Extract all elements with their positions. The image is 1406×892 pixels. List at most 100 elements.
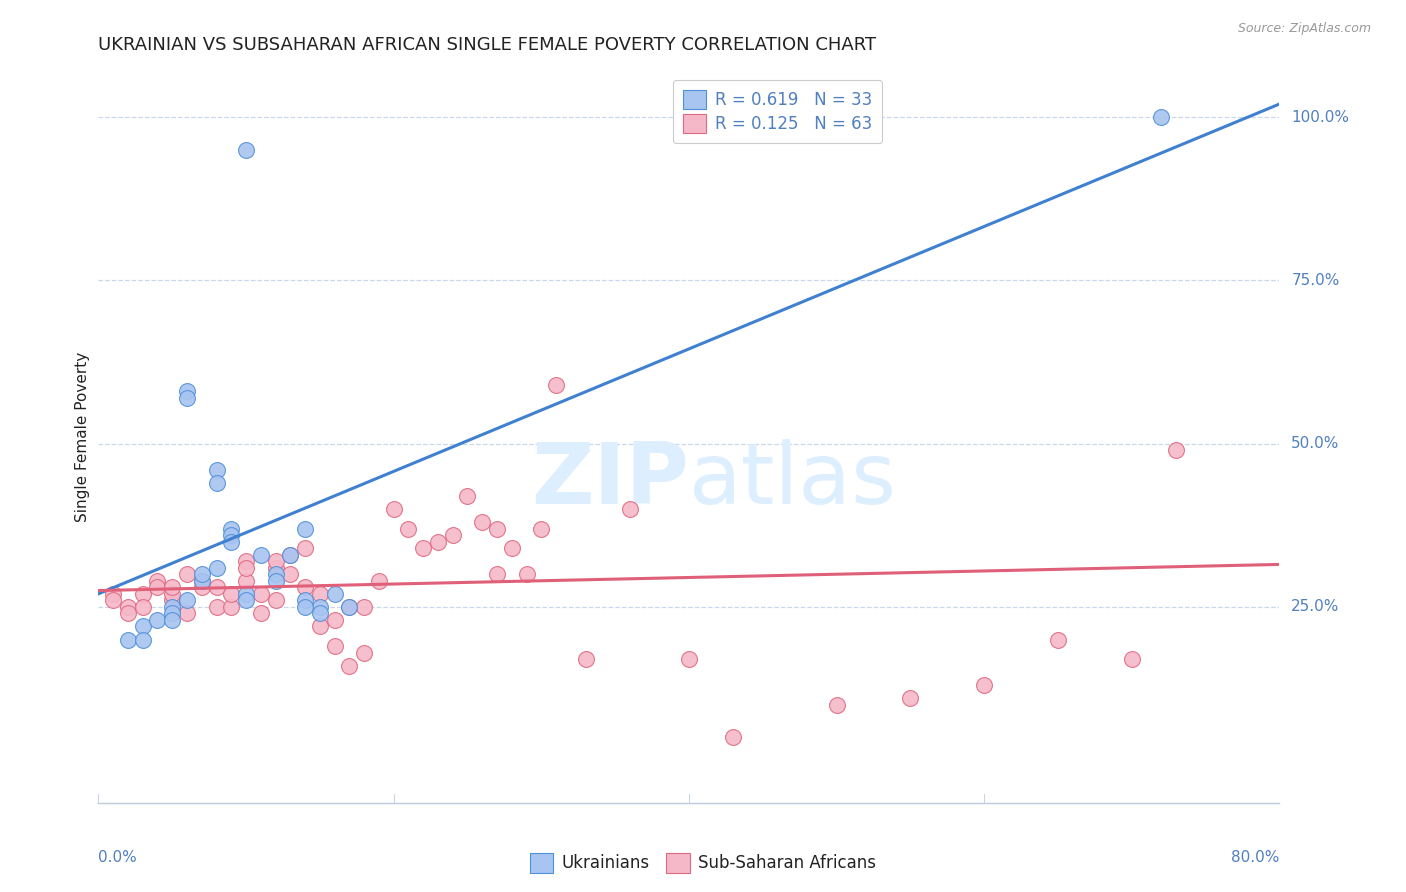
Point [1150, 110, 1173, 124]
Point [973, 678, 995, 692]
Point [619, 502, 641, 516]
Point [264, 574, 287, 588]
Point [309, 587, 332, 601]
Point [235, 560, 257, 574]
Point [337, 599, 360, 614]
Text: 0.0%: 0.0% [98, 850, 138, 865]
Point [1164, 443, 1187, 458]
Point [486, 567, 509, 582]
Point [456, 489, 478, 503]
Legend: Ukrainians, Sub-Saharan Africans: Ukrainians, Sub-Saharan Africans [523, 847, 883, 880]
Point [219, 534, 242, 549]
Point [264, 567, 287, 582]
Point [235, 587, 257, 601]
Point [264, 560, 287, 574]
Point [132, 632, 155, 647]
Text: 100.0%: 100.0% [1291, 110, 1350, 125]
Point [309, 599, 332, 614]
Point [264, 554, 287, 568]
Point [530, 521, 553, 535]
Point [132, 587, 155, 601]
Point [368, 574, 391, 588]
Text: Source: ZipAtlas.com: Source: ZipAtlas.com [1237, 22, 1371, 36]
Point [825, 698, 848, 712]
Point [278, 567, 302, 582]
Point [205, 599, 228, 614]
Point [103, 593, 125, 607]
Point [721, 731, 744, 745]
Point [427, 534, 450, 549]
Point [146, 574, 169, 588]
Point [132, 619, 155, 633]
Point [176, 391, 198, 405]
Point [294, 580, 316, 594]
Point [132, 599, 155, 614]
Point [176, 384, 198, 399]
Point [337, 599, 360, 614]
Point [146, 613, 169, 627]
Point [117, 599, 139, 614]
Point [323, 613, 346, 627]
Point [162, 613, 183, 627]
Point [1121, 652, 1143, 666]
Point [544, 377, 567, 392]
Point [396, 521, 419, 535]
Point [900, 691, 922, 706]
Point [219, 587, 242, 601]
Point [678, 652, 700, 666]
Point [235, 593, 257, 607]
Point [162, 580, 183, 594]
Point [353, 599, 375, 614]
Point [278, 548, 302, 562]
Text: 80.0%: 80.0% [1232, 850, 1279, 865]
Point [264, 593, 287, 607]
Point [162, 587, 183, 601]
Point [219, 521, 242, 535]
Text: atlas: atlas [689, 440, 897, 523]
Point [278, 548, 302, 562]
Point [191, 574, 214, 588]
Point [191, 567, 214, 582]
Point [219, 528, 242, 542]
Point [294, 541, 316, 555]
Point [235, 554, 257, 568]
Point [441, 528, 464, 542]
Text: 75.0%: 75.0% [1291, 273, 1340, 288]
Point [294, 521, 316, 535]
Point [176, 567, 198, 582]
Point [162, 607, 183, 621]
Point [1046, 632, 1069, 647]
Point [205, 560, 228, 574]
Point [235, 143, 257, 157]
Point [219, 599, 242, 614]
Y-axis label: Single Female Poverty: Single Female Poverty [75, 352, 90, 522]
Point [486, 521, 509, 535]
Point [205, 580, 228, 594]
Point [294, 599, 316, 614]
Point [337, 658, 360, 673]
Point [515, 567, 537, 582]
Point [309, 619, 332, 633]
Point [191, 580, 214, 594]
Point [412, 541, 434, 555]
Point [103, 587, 125, 601]
Point [250, 607, 273, 621]
Point [501, 541, 523, 555]
Point [294, 593, 316, 607]
Point [176, 607, 198, 621]
Point [309, 607, 332, 621]
Text: UKRAINIAN VS SUBSAHARAN AFRICAN SINGLE FEMALE POVERTY CORRELATION CHART: UKRAINIAN VS SUBSAHARAN AFRICAN SINGLE F… [98, 36, 876, 54]
Point [574, 652, 596, 666]
Point [471, 515, 494, 529]
Point [250, 548, 273, 562]
Point [176, 593, 198, 607]
Legend: R = 0.619   N = 33, R = 0.125   N = 63: R = 0.619 N = 33, R = 0.125 N = 63 [673, 79, 882, 144]
Point [162, 593, 183, 607]
Point [117, 607, 139, 621]
Point [235, 574, 257, 588]
Point [353, 646, 375, 660]
Point [382, 502, 405, 516]
Point [117, 632, 139, 647]
Text: 25.0%: 25.0% [1291, 599, 1340, 615]
Point [205, 463, 228, 477]
